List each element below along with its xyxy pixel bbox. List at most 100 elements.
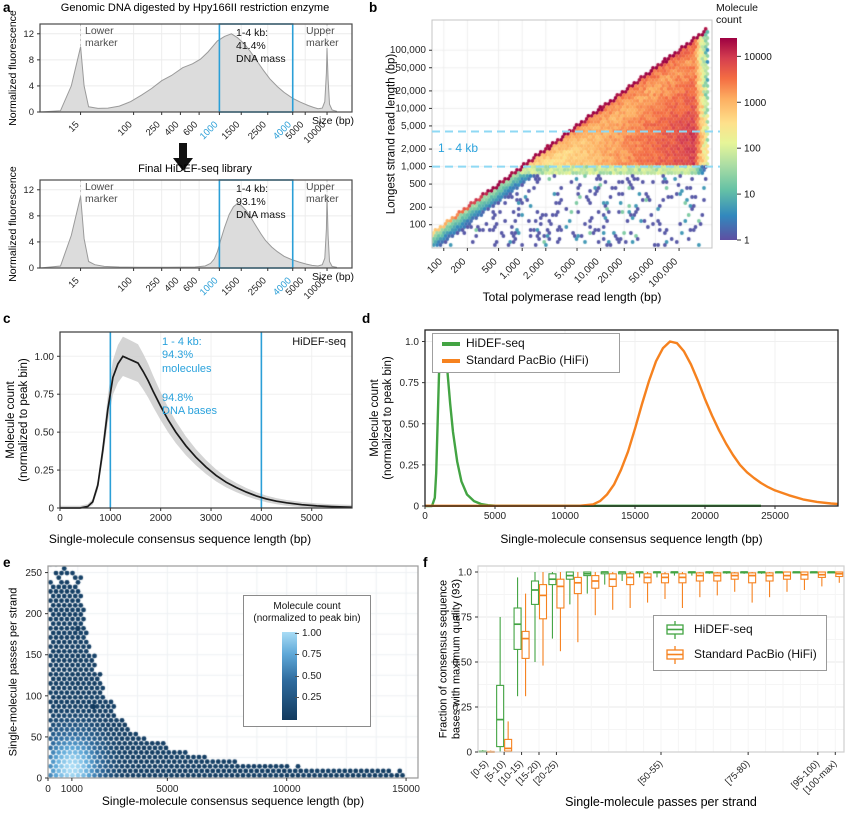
plot-e-legend-title: Molecule count (normalized to peak bin): [253, 601, 361, 624]
svg-text:1.0: 1.0: [405, 337, 419, 348]
hexbin-axes: 0 50 100 150 200 250 0 1000 5000 10000 15000: [25, 565, 420, 795]
svg-text:0: 0: [413, 502, 419, 513]
svg-text:15: 15: [66, 119, 81, 134]
plot-e-legend: Molecule count (normalized to peak bin) …: [243, 595, 371, 727]
plot-e-ylabel: Single-molecule passes per strand: [7, 587, 20, 757]
svg-text:600: 600: [181, 119, 200, 138]
panel-letter-d: d: [362, 311, 371, 326]
svg-text:100: 100: [25, 691, 42, 702]
svg-text:500: 500: [409, 179, 426, 190]
svg-text:100: 100: [425, 256, 445, 276]
svg-text:10000: 10000: [551, 511, 579, 522]
svg-text:25000: 25000: [761, 511, 789, 522]
plot-f-xlabel: Single-molecule passes per strand: [565, 795, 757, 809]
svg-text:1.00: 1.00: [35, 352, 55, 363]
plot-a1-title: Genomic DNA digested by Hpy166II restric…: [60, 2, 330, 14]
svg-text:0.25: 0.25: [400, 460, 420, 471]
svg-text:0.50: 0.50: [453, 658, 473, 669]
svg-text:20,000: 20,000: [395, 86, 426, 97]
legend-label-hidef: HiDEF-seq: [466, 336, 525, 350]
panel-f: 1.0 0.75 0.50 0.25 0 [0-5) [5-10) [10-15) [15-20…: [420, 552, 850, 816]
svg-text:0.75: 0.75: [35, 390, 55, 401]
svg-text:4: 4: [29, 237, 34, 248]
plot-c-ylabel: Molecule count (normalized to peak bin): [4, 358, 30, 482]
legend-label-hidef-f: HiDEF-seq: [694, 622, 753, 636]
svg-text:1000: 1000: [61, 784, 84, 795]
svg-text:400: 400: [163, 275, 182, 294]
svg-text:50,000: 50,000: [395, 63, 426, 74]
svg-text:[50-55): [50-55): [636, 758, 665, 787]
panel-letter-f: f: [423, 555, 428, 570]
svg-text:1000: 1000: [198, 119, 221, 142]
boxplot-glyph-hidef: [666, 621, 684, 639]
plot-b-range-label: 1 - 4 kb: [438, 141, 479, 155]
svg-text:15000: 15000: [392, 784, 420, 795]
legend-label-pacbio: Standard PacBio (HiFi): [466, 353, 589, 367]
svg-text:400: 400: [163, 119, 182, 138]
svg-text:1000: 1000: [99, 513, 122, 524]
plot-c-annotation-bases: 94.8% DNA bases: [162, 392, 218, 418]
svg-text:1: 1: [744, 236, 750, 247]
panel-e: 0 50 100 150 200 250 0 1000 5000 10000 15000 e Sin…: [0, 552, 420, 816]
legend-tick-mark: [295, 633, 299, 634]
svg-text:2500: 2500: [246, 119, 269, 142]
svg-text:12: 12: [23, 29, 34, 40]
colorbar-title: Molecule count: [716, 2, 759, 27]
svg-text:2500: 2500: [246, 275, 269, 298]
plot-a1-ylabel: Normalized fluorescence: [6, 10, 19, 126]
svg-text:0.25: 0.25: [453, 703, 473, 714]
length-distribution-plot: 1.00 0.75 0.50 0.25 00 1000 2000 3000 4000 5000: [35, 331, 353, 524]
svg-text:1500: 1500: [220, 275, 243, 298]
svg-text:50: 50: [31, 732, 43, 743]
svg-text:0: 0: [57, 513, 63, 524]
svg-text:0.25: 0.25: [35, 466, 55, 477]
plot-f-ylabel: Fraction of consensus sequence bases wit…: [437, 578, 462, 740]
panel-c: 1.00 0.75 0.50 0.25 0 0 1000 2000 3000 4000 5000 c…: [0, 308, 360, 552]
svg-text:10000: 10000: [744, 52, 772, 63]
svg-text:250: 250: [144, 275, 163, 294]
svg-text:1500: 1500: [220, 119, 243, 142]
svg-text:10: 10: [744, 190, 756, 201]
svg-text:200: 200: [449, 256, 469, 276]
panel-b: 100,000 50,000 20,000 10,000 5,000 2,000 1,000…: [366, 0, 850, 308]
plot-b-ylabel: Longest strand read length (bp): [385, 53, 398, 215]
panel-a: 0 4 8 12 15 100 250 400 600 1000 1500 2500 4000 5000 1…: [0, 0, 366, 308]
plot-d-ylabel: Molecule count (normalized to peak bin): [368, 356, 394, 480]
svg-text:1,000: 1,000: [401, 162, 426, 173]
svg-text:250: 250: [25, 568, 42, 579]
svg-text:600: 600: [181, 275, 200, 294]
svg-text:1,000: 1,000: [498, 256, 524, 282]
svg-text:10,000: 10,000: [395, 103, 426, 114]
svg-text:0: 0: [45, 784, 51, 795]
svg-text:1.0: 1.0: [458, 568, 472, 579]
plot-a1-size-label: Size (bp): [312, 115, 355, 127]
svg-text:100: 100: [116, 275, 135, 294]
legend-tick-label: 0.50: [302, 670, 322, 682]
svg-text:8: 8: [29, 55, 34, 66]
plot-d-xlabel: Single-molecule consensus sequence lengt…: [500, 532, 763, 546]
plot-a1-lower-marker-label: Lower marker: [85, 25, 118, 49]
plot-a2-lower-marker-label: Lower marker: [85, 181, 118, 205]
svg-text:10,000: 10,000: [572, 256, 602, 286]
panel-letter-a: a: [3, 0, 11, 15]
heatmap-axes: 100,00050,00020,00010,0005,0002,0001,000…: [390, 19, 772, 290]
svg-text:100,000: 100,000: [390, 45, 427, 56]
plot-c-corner-label: HiDEF-seq: [292, 336, 346, 348]
svg-text:250: 250: [144, 119, 163, 138]
svg-text:150: 150: [25, 650, 42, 661]
svg-text:100: 100: [116, 119, 135, 138]
svg-text:20000: 20000: [691, 511, 719, 522]
legend-tick-label: 1.00: [302, 628, 322, 639]
plot-a2-title: Final HiDEF-seq library: [138, 163, 252, 175]
svg-text:15: 15: [66, 275, 81, 290]
normalized-count-gradient: [282, 632, 297, 720]
plot-a1-upper-marker-label: Upper marker: [306, 25, 339, 49]
svg-text:0: 0: [36, 774, 42, 785]
svg-text:0.75: 0.75: [453, 613, 473, 624]
svg-text:15000: 15000: [621, 511, 649, 522]
legend-label-pacbio-f: Standard PacBio (HiFi): [694, 647, 817, 661]
svg-text:500: 500: [480, 256, 500, 276]
molecule-count-colorbar: [720, 38, 737, 240]
